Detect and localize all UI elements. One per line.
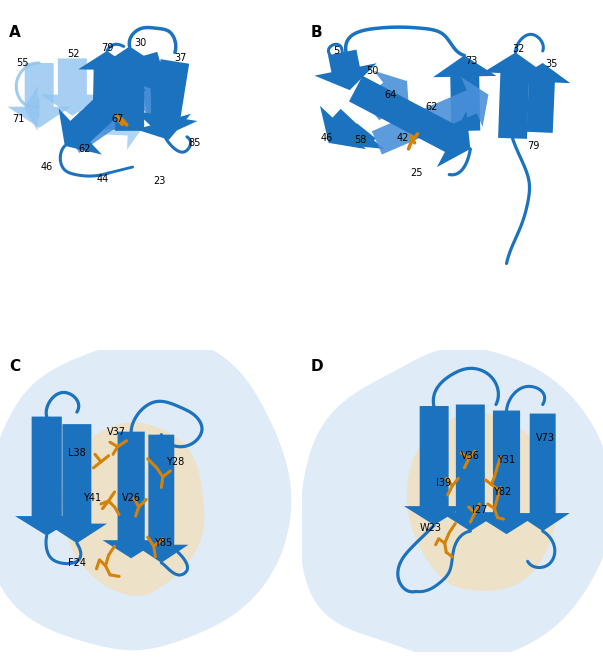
Text: 85: 85 xyxy=(188,138,201,148)
Text: Y28: Y28 xyxy=(166,457,184,467)
Polygon shape xyxy=(433,55,496,131)
Polygon shape xyxy=(134,435,188,563)
Polygon shape xyxy=(135,59,197,137)
Polygon shape xyxy=(58,69,145,154)
Text: B: B xyxy=(311,25,322,40)
Polygon shape xyxy=(8,63,71,128)
Polygon shape xyxy=(15,417,78,536)
Text: Y31: Y31 xyxy=(497,456,516,466)
Polygon shape xyxy=(483,52,546,139)
Polygon shape xyxy=(103,432,160,558)
Polygon shape xyxy=(78,98,145,150)
Polygon shape xyxy=(320,106,366,149)
Text: I27: I27 xyxy=(472,505,487,515)
Text: 30: 30 xyxy=(134,38,147,48)
Polygon shape xyxy=(41,59,104,116)
Text: A: A xyxy=(9,25,21,40)
Text: 79: 79 xyxy=(528,141,540,151)
Text: Y41: Y41 xyxy=(83,493,101,503)
Polygon shape xyxy=(24,86,39,131)
Text: 71: 71 xyxy=(12,114,24,124)
Polygon shape xyxy=(513,63,570,133)
Polygon shape xyxy=(47,424,107,543)
Text: 58: 58 xyxy=(354,135,367,145)
Text: 67: 67 xyxy=(112,114,124,124)
Text: V26: V26 xyxy=(122,493,140,503)
Text: 25: 25 xyxy=(410,168,422,178)
Text: 35: 35 xyxy=(546,59,558,69)
Text: V73: V73 xyxy=(536,433,555,443)
Text: 64: 64 xyxy=(384,90,397,100)
Text: C: C xyxy=(9,359,20,374)
Polygon shape xyxy=(349,75,470,167)
Text: 37: 37 xyxy=(175,53,187,63)
Text: 62: 62 xyxy=(425,102,437,112)
Polygon shape xyxy=(61,422,204,596)
Text: 44: 44 xyxy=(96,174,109,184)
Text: 62: 62 xyxy=(78,144,90,154)
Text: 46: 46 xyxy=(321,134,333,144)
Polygon shape xyxy=(407,412,558,591)
Text: L38: L38 xyxy=(68,448,86,458)
Polygon shape xyxy=(516,413,570,531)
Text: 73: 73 xyxy=(466,57,478,67)
Text: 23: 23 xyxy=(154,176,166,186)
Text: V37: V37 xyxy=(107,427,125,437)
Text: Y85: Y85 xyxy=(154,538,172,548)
Polygon shape xyxy=(362,71,409,120)
Text: Y82: Y82 xyxy=(493,487,511,497)
Polygon shape xyxy=(315,49,377,90)
Text: F24: F24 xyxy=(68,558,86,568)
Polygon shape xyxy=(344,117,385,149)
Text: 46: 46 xyxy=(40,162,53,172)
Polygon shape xyxy=(78,51,135,130)
Text: 52: 52 xyxy=(68,49,80,59)
Text: 50: 50 xyxy=(366,65,379,75)
Polygon shape xyxy=(132,52,191,140)
Polygon shape xyxy=(478,411,535,534)
Text: 32: 32 xyxy=(513,44,525,54)
Text: 42: 42 xyxy=(396,134,409,144)
Polygon shape xyxy=(372,77,488,154)
Text: W23: W23 xyxy=(420,523,442,533)
Text: 55: 55 xyxy=(16,58,29,68)
Polygon shape xyxy=(0,337,291,650)
Polygon shape xyxy=(98,46,162,131)
Text: D: D xyxy=(311,359,323,374)
Text: V36: V36 xyxy=(461,451,480,461)
Text: I39: I39 xyxy=(435,478,451,488)
Polygon shape xyxy=(65,77,151,153)
Polygon shape xyxy=(404,406,464,525)
Polygon shape xyxy=(440,405,500,531)
Text: 5: 5 xyxy=(333,46,339,56)
Polygon shape xyxy=(300,347,603,661)
Text: 79: 79 xyxy=(101,43,113,53)
